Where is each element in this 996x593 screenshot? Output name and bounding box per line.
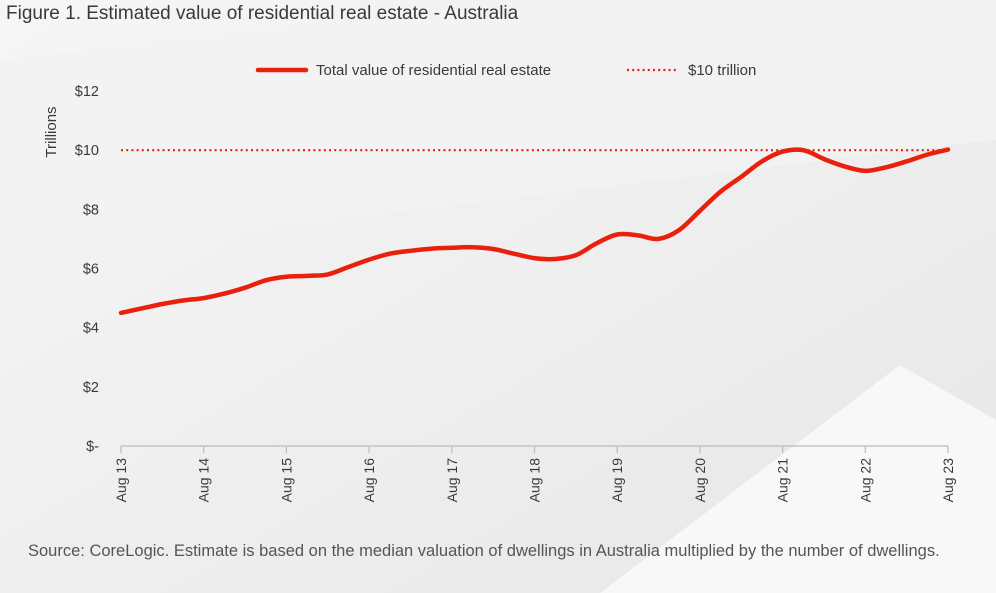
x-tick-label: Aug 22	[857, 458, 873, 503]
x-tick-label: Aug 23	[940, 458, 956, 503]
source-note: Source: CoreLogic. Estimate is based on …	[28, 542, 940, 560]
x-tick-label: Aug 17	[444, 458, 460, 503]
x-tick-label: Aug 14	[196, 458, 212, 503]
y-tick-label: $4	[83, 321, 99, 337]
y-tick-label: $6	[83, 262, 99, 278]
y-tick-label: $2	[83, 380, 99, 396]
y-tick-label: $12	[75, 84, 99, 100]
legend-label-total-value: Total value of residential real estate	[316, 62, 551, 79]
series-line-total-value	[118, 147, 951, 316]
x-tick-label: Aug 16	[361, 458, 377, 503]
chart-title: Figure 1. Estimated value of residential…	[6, 3, 519, 24]
y-tick-label: $8	[83, 202, 99, 218]
x-tick-label: Aug 18	[527, 458, 543, 503]
y-axis-title: Trillions	[43, 106, 60, 157]
y-tick-label: $-	[86, 439, 99, 455]
x-tick-label: Aug 19	[609, 458, 625, 503]
x-tick-label: Aug 13	[113, 458, 129, 503]
x-tick-label: Aug 21	[775, 458, 791, 503]
x-tick-label: Aug 15	[278, 458, 294, 503]
legend-label-10-trillion: $10 trillion	[688, 62, 756, 79]
y-tick-label: $10	[75, 143, 99, 159]
x-tick-label: Aug 20	[692, 458, 708, 503]
